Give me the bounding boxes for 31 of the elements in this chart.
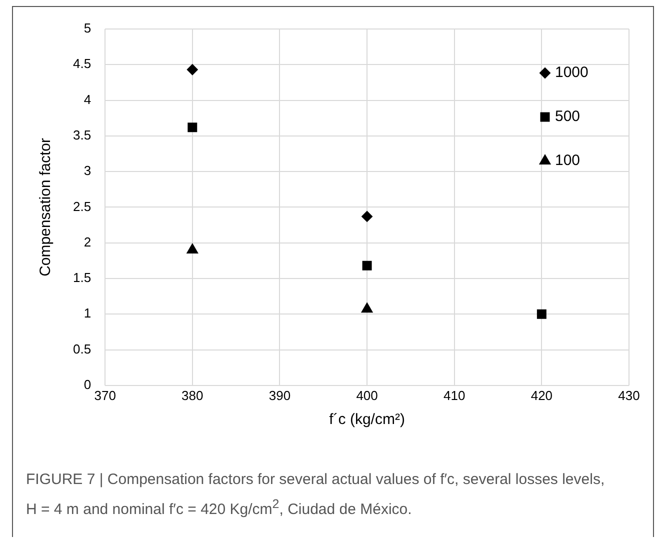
x-tick-label: 410 <box>444 388 466 403</box>
x-tick-label: 420 <box>530 388 553 403</box>
x-tick-label: 400 <box>356 388 378 403</box>
y-tick-label: 3.5 <box>72 128 92 142</box>
point <box>186 64 198 76</box>
y-tick-label: 0 <box>84 376 92 392</box>
y-tick-label: 3 <box>84 163 92 178</box>
x-axis-title: f´c (kg/cm²) <box>329 411 405 428</box>
y-tick-label: 2.5 <box>72 198 92 214</box>
legend-label: 500 <box>555 108 580 126</box>
legend-label: 100 <box>555 152 580 170</box>
point <box>362 210 373 222</box>
y-tick-label: 1.5 <box>72 270 92 286</box>
x-tick-label: 380 <box>182 388 204 403</box>
y-tick-label: 5 <box>84 20 92 36</box>
legend-label: 1000 <box>555 64 588 82</box>
point <box>188 122 198 132</box>
y-tick-label: 0.5 <box>72 341 92 356</box>
point <box>361 302 373 313</box>
point <box>186 243 198 254</box>
y-tick-label: 4.5 <box>72 56 92 72</box>
x-tick-label: 430 <box>618 388 640 403</box>
point <box>362 260 372 270</box>
x-tick-label: 370 <box>94 388 116 403</box>
caption: FIGURE 7 | Compensation factors for several actual values of f′c, several losses levels, H = 4 m and nominal f′c = 420 Kg/cm$^{2}$, Ciudad de México. <box>26 470 606 520</box>
y-axis-title: Compensation factor <box>37 138 54 276</box>
y-tick-label: 1 <box>84 306 92 321</box>
point <box>536 309 546 319</box>
x-tick-label: 390 <box>268 388 291 403</box>
y-tick-label: 2 <box>84 234 92 250</box>
y-tick-label: 4 <box>84 92 92 107</box>
